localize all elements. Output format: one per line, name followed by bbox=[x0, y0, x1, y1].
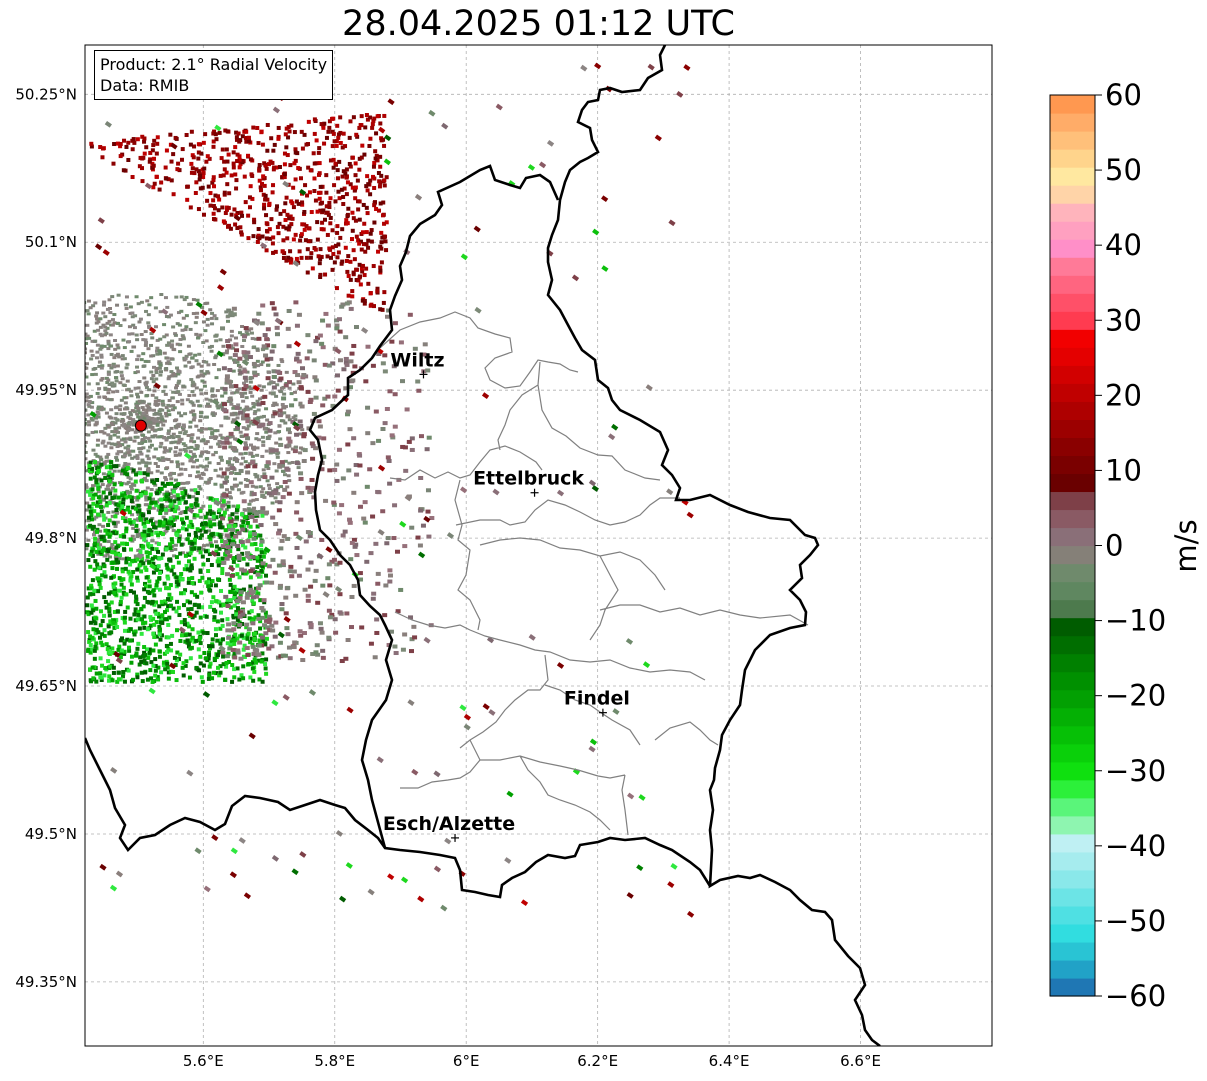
colorbar-swatch bbox=[1050, 131, 1095, 150]
lon-tick-label: 6°E bbox=[453, 1052, 480, 1070]
colorbar-swatch bbox=[1050, 185, 1095, 204]
colorbar-swatch bbox=[1050, 707, 1095, 727]
colorbar-swatch bbox=[1050, 149, 1095, 168]
colorbar-swatch bbox=[1050, 275, 1095, 294]
colorbar-swatch bbox=[1050, 851, 1095, 871]
lon-tick-label: 6.4°E bbox=[709, 1052, 750, 1070]
map-axes: 5.6°E 5.8°E 6°E 6.2°E 6.4°E 6.6°E 50.25°N 50.1°… bbox=[15, 44, 993, 1070]
lon-tick-label: 6.2°E bbox=[577, 1052, 618, 1070]
colorbar-swatch bbox=[1050, 617, 1095, 637]
colorbar-swatch bbox=[1050, 833, 1095, 853]
colorbar-swatch bbox=[1050, 419, 1095, 438]
colorbar-swatch bbox=[1050, 581, 1095, 601]
colorbar-swatch bbox=[1050, 815, 1095, 835]
colorbar-swatch bbox=[1050, 347, 1095, 366]
lat-tick-label: 50.1°N bbox=[25, 233, 77, 251]
city-label: Ettelbruck bbox=[473, 468, 584, 490]
colorbar-tick-label: −30 bbox=[1105, 754, 1166, 788]
colorbar-tick-label: 10 bbox=[1105, 453, 1142, 487]
colorbar-swatch bbox=[1050, 599, 1095, 619]
colorbar-swatch bbox=[1050, 491, 1095, 511]
colorbar-swatch bbox=[1050, 329, 1095, 348]
colorbar-tick-label: 40 bbox=[1105, 228, 1142, 262]
colorbar-swatch bbox=[1050, 365, 1095, 384]
colorbar-swatch bbox=[1050, 545, 1095, 565]
info-box: Product: 2.1° Radial Velocity Data: RMIB bbox=[94, 50, 334, 100]
colorbar-swatch bbox=[1050, 977, 1095, 997]
colorbar-tick-label: −40 bbox=[1105, 829, 1166, 863]
colorbar-swatch bbox=[1050, 725, 1095, 745]
colorbar-swatch bbox=[1050, 941, 1095, 961]
colorbar-swatch bbox=[1050, 311, 1095, 330]
colorbar-tick-label: −50 bbox=[1105, 904, 1166, 938]
city-label: Esch/Alzette bbox=[383, 813, 515, 835]
colorbar-swatch bbox=[1050, 455, 1095, 475]
colorbar-swatch bbox=[1050, 203, 1095, 222]
colorbar-swatch bbox=[1050, 779, 1095, 799]
colorbar-swatch bbox=[1050, 401, 1095, 420]
city-label: Wiltz bbox=[390, 349, 444, 371]
colorbar-swatch bbox=[1050, 383, 1095, 402]
colorbar-tick-label: 60 bbox=[1105, 78, 1142, 112]
colorbar-tick-label: 50 bbox=[1105, 153, 1142, 187]
lat-tick-label: 49.65°N bbox=[15, 677, 77, 695]
colorbar-swatch bbox=[1050, 743, 1095, 763]
colorbar-swatch bbox=[1050, 869, 1095, 889]
colorbar-swatch bbox=[1050, 257, 1095, 276]
colorbar-swatch bbox=[1050, 509, 1095, 529]
colorbar-tick-label: 30 bbox=[1105, 303, 1142, 337]
colorbar-swatch bbox=[1050, 689, 1095, 709]
colorbar-swatch bbox=[1050, 167, 1095, 186]
colorbar-swatch bbox=[1050, 563, 1095, 583]
lon-tick-label: 5.6°E bbox=[183, 1052, 224, 1070]
data-source-label: Data: RMIB bbox=[100, 76, 190, 95]
map-frame bbox=[84, 44, 993, 1047]
colorbar-swatch bbox=[1050, 905, 1095, 925]
boundaries bbox=[85, 45, 881, 1046]
product-label: Product: 2.1° Radial Velocity bbox=[100, 55, 328, 74]
city-label: Findel bbox=[564, 688, 630, 710]
colorbar-swatch bbox=[1050, 221, 1095, 240]
colorbar-swatch bbox=[1050, 239, 1095, 258]
lon-tick-label: 6.6°E bbox=[840, 1052, 881, 1070]
radar-site-marker bbox=[134, 419, 147, 432]
colorbar-tick-label: −60 bbox=[1105, 979, 1166, 1013]
lat-tick-label: 49.8°N bbox=[25, 529, 77, 547]
colorbar-tick-label: 0 bbox=[1105, 529, 1123, 563]
colorbar-swatch bbox=[1050, 959, 1095, 979]
colorbar-swatch bbox=[1050, 923, 1095, 943]
velocity-echoes bbox=[85, 62, 695, 918]
lat-tick-label: 50.25°N bbox=[15, 85, 77, 103]
colorbar-tick-label: −10 bbox=[1105, 604, 1166, 638]
colorbar-swatch bbox=[1050, 761, 1095, 781]
colorbar-swatch bbox=[1050, 113, 1095, 132]
colorbar-label: m/s bbox=[1169, 519, 1203, 572]
lat-tick-label: 49.5°N bbox=[25, 825, 77, 843]
colorbar-swatch bbox=[1050, 671, 1095, 691]
colorbar-swatch bbox=[1050, 797, 1095, 817]
plot-title: 28.04.2025 01:12 UTC bbox=[342, 4, 735, 44]
colorbar-swatch bbox=[1050, 473, 1095, 493]
national-border bbox=[85, 45, 881, 1046]
lat-tick-label: 49.95°N bbox=[15, 381, 77, 399]
colorbar-swatch bbox=[1050, 437, 1095, 456]
lat-tick-label: 49.35°N bbox=[15, 973, 77, 991]
colorbar-swatch bbox=[1050, 635, 1095, 655]
city-markers: Wiltz Ettelbruck Findel Esch/Alzette bbox=[134, 349, 630, 842]
colorbar-swatch bbox=[1050, 293, 1095, 312]
canton-boundaries bbox=[379, 311, 809, 836]
colorbar-tick-label: 20 bbox=[1105, 378, 1142, 412]
colorbar-swatch bbox=[1050, 887, 1095, 907]
colorbar-tick-label: −20 bbox=[1105, 679, 1166, 713]
colorbar-swatch bbox=[1050, 653, 1095, 673]
colorbar-swatch bbox=[1050, 95, 1095, 114]
lon-tick-label: 5.8°E bbox=[314, 1052, 355, 1070]
colorbar-swatch bbox=[1050, 527, 1095, 547]
